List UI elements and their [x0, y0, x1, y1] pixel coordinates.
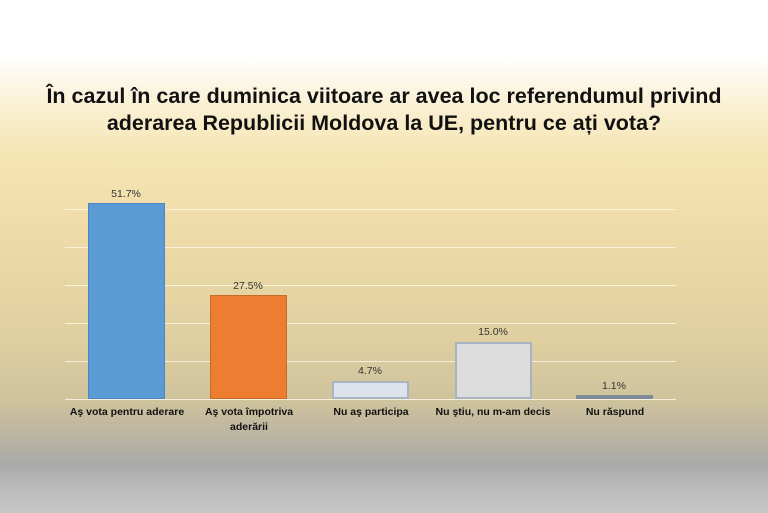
category-label-line: Nu răspund: [585, 406, 645, 418]
bar-value-label: 27.5%: [233, 280, 263, 292]
category-label-line: Nu ştiu, nu m-am decis: [435, 406, 551, 418]
bar-value-label: 4.7%: [358, 365, 382, 377]
gridline-30: [65, 285, 676, 286]
category-label-line: Nu aş participa: [333, 406, 409, 418]
x-axis-baseline: [65, 399, 676, 400]
category-label-line: aderării: [230, 421, 268, 433]
bar-no-answer: [576, 395, 653, 399]
chart-title: În cazul în care duminica viitoare ar av…: [0, 83, 768, 137]
gridline-20: [65, 323, 676, 324]
bar-value-label: 51.7%: [111, 188, 141, 200]
bar-undecided: [455, 342, 532, 399]
category-label: Nu aş participa: [310, 405, 432, 420]
plot-area: 51.7% 27.5% 4.7% 15.0% 1.1%: [65, 171, 676, 400]
gridline-10: [65, 361, 676, 362]
bar-vote-against: [210, 295, 287, 399]
bar-vote-for: [88, 203, 165, 399]
category-label: Aş vota pentru aderare: [66, 405, 188, 420]
category-label: Nu ştiu, nu m-am decis: [432, 405, 554, 420]
bar-not-participate: [332, 381, 409, 399]
chart-title-line-2: aderarea Republicii Moldova la UE, pentr…: [106, 111, 662, 135]
gridline-40: [65, 247, 676, 248]
chart-title-line-1: În cazul în care duminica viitoare ar av…: [46, 84, 722, 108]
bar-value-label: 15.0%: [478, 326, 508, 338]
gridline-50: [65, 209, 676, 210]
category-label-line: Aş vota pentru aderare: [69, 406, 185, 418]
bar-value-label: 1.1%: [602, 380, 626, 392]
category-label-line: Aş vota împotriva: [204, 406, 294, 418]
category-label: Nu răspund: [554, 405, 676, 420]
category-label: Aş vota împotriva aderării: [188, 405, 310, 435]
